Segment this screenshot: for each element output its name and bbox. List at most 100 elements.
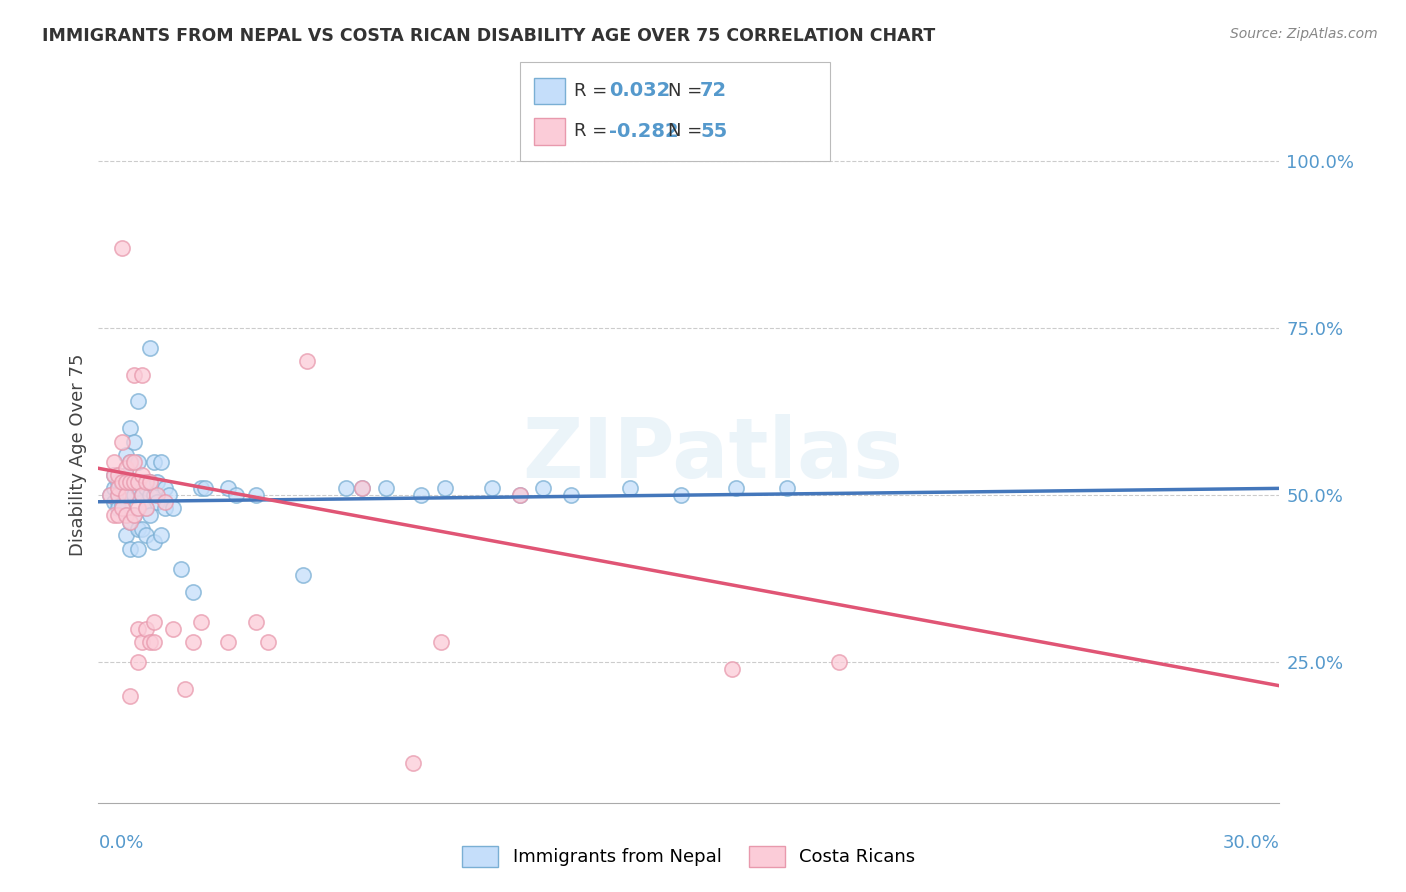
Point xyxy=(335,482,357,496)
Point xyxy=(146,488,169,502)
Point xyxy=(115,488,138,502)
Point xyxy=(127,541,149,556)
Text: R =: R = xyxy=(574,82,613,100)
Point xyxy=(111,498,134,512)
Point xyxy=(162,501,184,516)
Point xyxy=(98,488,121,502)
Text: 0.0%: 0.0% xyxy=(98,834,143,852)
Point xyxy=(118,475,141,489)
Point xyxy=(118,515,141,529)
Point xyxy=(194,482,217,496)
Point xyxy=(115,461,138,475)
Point xyxy=(118,515,141,529)
Point xyxy=(118,421,141,435)
Point xyxy=(107,488,129,502)
Text: -0.282: -0.282 xyxy=(609,121,679,141)
Point xyxy=(103,482,125,496)
Point xyxy=(509,488,531,502)
Point xyxy=(135,482,157,496)
Point xyxy=(256,635,278,649)
Point xyxy=(142,455,165,469)
Point xyxy=(150,455,173,469)
Point xyxy=(115,508,138,523)
Point xyxy=(127,394,149,409)
Point xyxy=(142,615,165,630)
Point xyxy=(776,482,799,496)
Point xyxy=(725,482,748,496)
Point xyxy=(150,528,173,542)
Point xyxy=(138,475,160,489)
Point xyxy=(118,689,141,703)
Legend: Immigrants from Nepal, Costa Ricans: Immigrants from Nepal, Costa Ricans xyxy=(456,838,922,874)
Point xyxy=(131,468,153,483)
Point xyxy=(481,482,503,496)
Point xyxy=(122,508,145,523)
Point xyxy=(115,508,138,523)
Point xyxy=(174,681,197,696)
Point xyxy=(138,635,160,649)
Point xyxy=(245,615,267,630)
Point xyxy=(217,635,239,649)
Point xyxy=(135,622,157,636)
Text: IMMIGRANTS FROM NEPAL VS COSTA RICAN DISABILITY AGE OVER 75 CORRELATION CHART: IMMIGRANTS FROM NEPAL VS COSTA RICAN DIS… xyxy=(42,27,935,45)
Point xyxy=(122,368,145,382)
Point xyxy=(217,482,239,496)
Point xyxy=(433,482,456,496)
Point xyxy=(127,501,149,516)
Point xyxy=(103,494,125,508)
Point xyxy=(402,756,425,770)
Point xyxy=(135,501,157,516)
Point xyxy=(118,455,141,469)
Point xyxy=(721,662,744,676)
Point xyxy=(122,475,145,489)
Point xyxy=(115,488,138,502)
Point xyxy=(131,368,153,382)
Point xyxy=(619,482,641,496)
Point xyxy=(111,488,134,502)
Point xyxy=(669,488,692,502)
Point xyxy=(118,488,141,502)
Point xyxy=(352,482,374,496)
Text: 0.032: 0.032 xyxy=(609,81,671,101)
Point xyxy=(107,508,129,523)
Point xyxy=(127,475,149,489)
Point xyxy=(131,488,153,502)
Point xyxy=(352,482,374,496)
Point xyxy=(122,488,145,502)
Point xyxy=(146,475,169,489)
Point xyxy=(292,568,315,582)
Point xyxy=(155,482,177,496)
Point xyxy=(142,635,165,649)
Point xyxy=(138,488,160,502)
Point xyxy=(98,488,121,502)
Point xyxy=(142,535,165,549)
Text: 30.0%: 30.0% xyxy=(1223,834,1279,852)
Point xyxy=(115,468,138,483)
Point xyxy=(155,501,177,516)
Point xyxy=(107,475,129,489)
Point xyxy=(374,482,396,496)
Point xyxy=(122,455,145,469)
Point xyxy=(411,488,433,502)
Text: 55: 55 xyxy=(700,121,727,141)
Point xyxy=(111,241,134,255)
Point xyxy=(560,488,582,502)
Point xyxy=(430,635,453,649)
Point xyxy=(111,475,134,489)
Text: N =: N = xyxy=(668,122,707,140)
Point xyxy=(107,488,129,502)
Point xyxy=(245,488,267,502)
Point xyxy=(127,622,149,636)
Point xyxy=(295,354,318,368)
Point xyxy=(103,468,125,483)
Point xyxy=(135,475,157,489)
Point xyxy=(190,615,212,630)
Point xyxy=(181,585,204,599)
Point xyxy=(111,501,134,516)
Point xyxy=(531,482,554,496)
Point xyxy=(827,655,849,669)
Text: N =: N = xyxy=(668,82,707,100)
Point xyxy=(115,448,138,462)
Point xyxy=(181,635,204,649)
Point xyxy=(131,521,153,535)
